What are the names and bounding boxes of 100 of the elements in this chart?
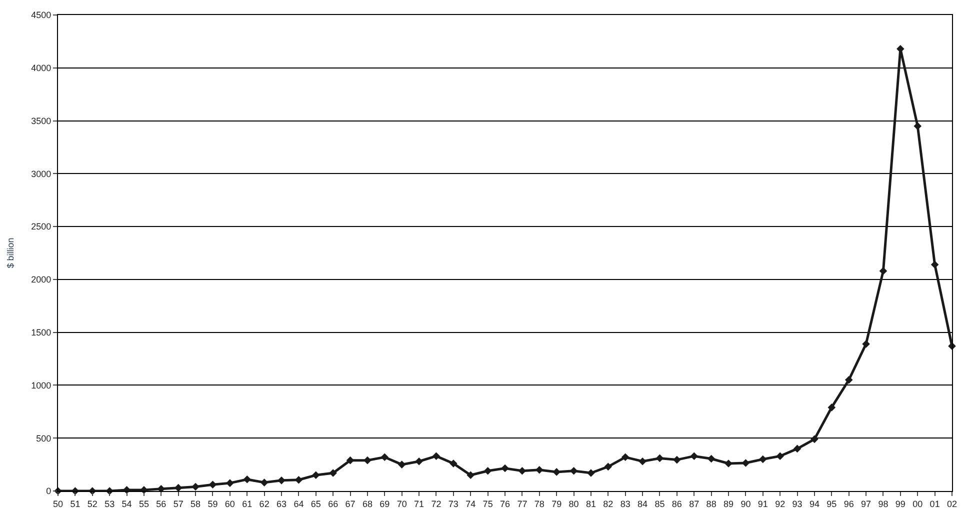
x-tick-label: 61 [242, 498, 252, 509]
point [604, 462, 612, 471]
point [638, 457, 646, 466]
point [243, 475, 252, 484]
x-tick-label: 86 [672, 498, 682, 509]
point [398, 460, 406, 468]
point [793, 444, 802, 453]
x-tick-label: 52 [87, 498, 98, 509]
y-tick-label: 2000 [31, 274, 52, 285]
point [450, 460, 458, 468]
x-tick-label: 99 [895, 498, 906, 509]
x-tick-label: 79 [552, 498, 562, 509]
point [621, 453, 630, 462]
x-tick-label: 77 [517, 498, 528, 509]
point [535, 466, 544, 474]
point [844, 376, 853, 384]
point [260, 478, 268, 486]
x-tick-label: 90 [740, 498, 751, 509]
x-tick-label: 95 [826, 498, 837, 509]
x-tick-label: 76 [500, 498, 510, 509]
x-tick-label: 53 [104, 498, 115, 509]
x-tick-label: 97 [861, 498, 872, 509]
point [432, 452, 440, 460]
x-tick-label: 91 [758, 498, 768, 509]
x-tick-label: 55 [138, 498, 149, 509]
point [724, 460, 732, 468]
x-tick-label: 87 [689, 498, 700, 509]
y-tick-label: 3000 [31, 168, 52, 179]
point [484, 467, 492, 475]
x-tick-label: 65 [310, 498, 321, 509]
point [364, 456, 372, 464]
point [192, 482, 200, 491]
x-tick-label: 66 [328, 498, 338, 509]
x-tick-label: 89 [723, 498, 734, 509]
point [914, 122, 922, 130]
y-tick-label: 500 [36, 433, 52, 444]
point [930, 260, 939, 269]
x-tick-label: 72 [431, 498, 442, 509]
point [673, 456, 681, 464]
point [329, 469, 337, 477]
x-tick-label: 54 [122, 498, 132, 509]
x-tick-label: 93 [792, 498, 802, 509]
point [758, 455, 767, 464]
x-tick-label: 62 [259, 498, 270, 509]
point [742, 459, 750, 467]
point [501, 464, 509, 472]
point [415, 457, 423, 466]
x-tick-label: 84 [638, 498, 648, 509]
x-tick-label: 69 [380, 498, 390, 509]
point [776, 452, 784, 460]
point [518, 467, 526, 475]
y-axis-title: $ billion [6, 238, 16, 268]
y-tick-label: 1000 [31, 380, 52, 390]
point [879, 267, 888, 275]
x-tick-label: 57 [173, 498, 184, 509]
x-tick-label: 85 [654, 498, 665, 509]
point [656, 454, 664, 462]
point [380, 453, 389, 462]
point [312, 471, 320, 480]
y-tick-label: 4500 [31, 10, 52, 20]
y-tick-label: 1500 [31, 327, 52, 338]
x-tick-label: 82 [603, 498, 614, 509]
x-tick-label: 70 [396, 498, 407, 509]
x-tick-label: 80 [568, 498, 579, 509]
x-tick-label: 63 [276, 498, 287, 509]
point [552, 468, 560, 476]
x-tick-label: 59 [208, 498, 218, 509]
point [828, 404, 836, 412]
x-tick-label: 98 [878, 498, 888, 509]
x-tick-label: 73 [448, 498, 458, 509]
x-tick-label: 88 [706, 498, 716, 509]
x-tick-label: 64 [294, 498, 304, 509]
x-tick-label: 50 [52, 498, 64, 509]
y-tick-label: 0 [46, 486, 52, 496]
x-tick-label: 74 [466, 498, 476, 509]
x-tick-label: 96 [844, 498, 854, 509]
x-tick-label: 75 [482, 498, 493, 509]
point [346, 456, 354, 464]
point [278, 476, 286, 484]
point [208, 480, 217, 489]
x-tick-label: 58 [190, 498, 201, 509]
point [466, 471, 475, 480]
point [294, 476, 303, 484]
x-tick-label: 83 [620, 498, 630, 509]
point [862, 340, 870, 348]
point [570, 467, 578, 475]
x-tick-label: 67 [345, 498, 356, 509]
x-tick-label: 01 [930, 498, 940, 509]
point [810, 435, 818, 444]
x-tick-label: 60 [224, 498, 235, 509]
x-tick-label: 94 [809, 498, 820, 509]
x-tick-label: 02 [946, 498, 958, 509]
point [690, 452, 698, 460]
x-tick-label: 78 [534, 498, 544, 509]
x-tick-label: 51 [70, 498, 80, 509]
x-tick-label: 68 [362, 498, 372, 509]
point [587, 469, 595, 477]
y-tick-label: 3500 [31, 116, 52, 126]
x-tick-label: 92 [775, 498, 786, 509]
y-tick-label: 4000 [31, 63, 52, 74]
